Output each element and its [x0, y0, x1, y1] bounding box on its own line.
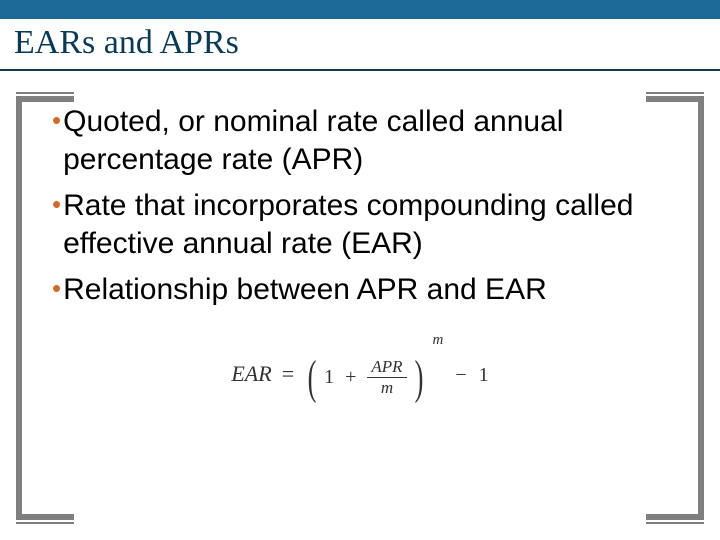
slide: EARs and APRs • Quoted, or nominal rate …	[0, 0, 720, 540]
formula-eq: =	[282, 361, 294, 386]
bracket-bar	[16, 514, 74, 520]
bracket-bar	[646, 522, 704, 524]
bullet-icon: •	[52, 187, 61, 221]
bracket-bar	[646, 96, 704, 102]
formula-denominator: m	[367, 378, 406, 398]
bullet-icon: •	[52, 271, 61, 305]
bracket-bar	[698, 102, 704, 514]
formula-numerator: APR	[367, 357, 406, 378]
bracket-bar	[16, 522, 74, 524]
formula-exponent: m	[433, 332, 444, 348]
list-item: • Quoted, or nominal rate called annual …	[52, 103, 672, 179]
formula-lparen: (	[308, 350, 317, 405]
bullet-text: Rate that incorporates compounding calle…	[63, 187, 672, 263]
formula-one: 1	[324, 366, 334, 388]
title-underline	[0, 69, 720, 71]
formula-fraction: APR m	[367, 357, 406, 398]
formula-plus: +	[345, 366, 356, 388]
bullet-icon: •	[52, 103, 61, 137]
formula-minus: −	[455, 364, 466, 386]
bracket-bar	[646, 92, 704, 94]
bracket-bar	[16, 96, 74, 102]
bracket-bar	[646, 514, 704, 520]
list-item: • Rate that incorporates compounding cal…	[52, 187, 672, 263]
list-item: • Relationship between APR and EAR	[52, 271, 672, 309]
formula-inner: 1 + APR m	[324, 357, 406, 398]
bullet-text: Relationship between APR and EAR	[63, 271, 547, 309]
slide-title: EARs and APRs	[14, 24, 239, 62]
bullet-text: Quoted, or nominal rate called annual pe…	[63, 103, 672, 179]
formula-tail-one: 1	[479, 364, 489, 386]
bracket-bar	[16, 102, 22, 514]
formula-lhs: EAR	[231, 361, 271, 386]
top-bar	[0, 0, 720, 19]
content-area: • Quoted, or nominal rate called annual …	[52, 103, 672, 317]
formula-rparen: )	[414, 350, 423, 405]
bracket-bar	[16, 92, 74, 94]
formula: EAR = ( 1 + APR m ) m − 1	[0, 350, 720, 405]
